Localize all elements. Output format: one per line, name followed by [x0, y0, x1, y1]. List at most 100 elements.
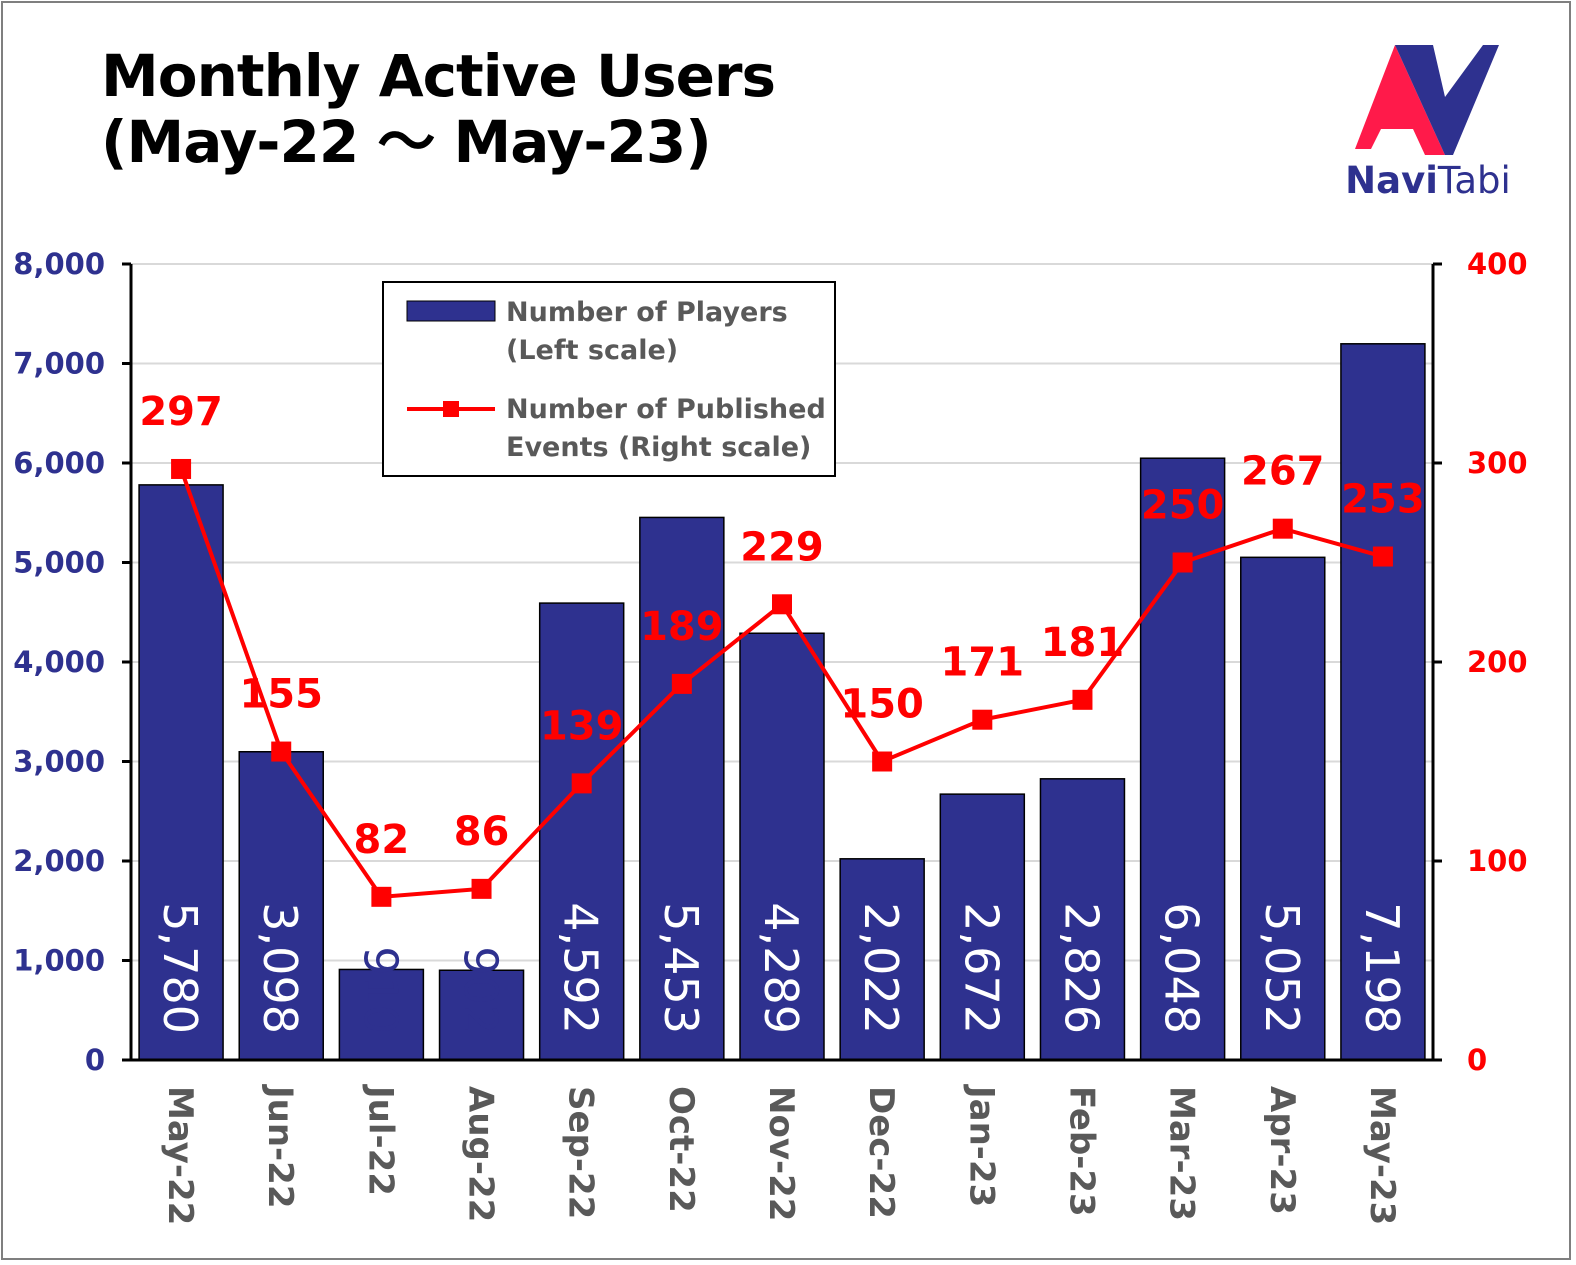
left-tick-label: 5,000 — [13, 546, 105, 580]
right-tick-label: 300 — [1467, 446, 1528, 480]
events-marker — [471, 878, 492, 899]
navitabi-logo-mark — [1355, 45, 1499, 155]
line-data-label: 86 — [454, 809, 510, 855]
bar-data-label: 2,826 — [1054, 902, 1108, 1034]
legend-bar-swatch — [406, 300, 496, 322]
right-tick-label: 400 — [1467, 247, 1528, 281]
logo-text-navi: Navi — [1345, 159, 1438, 202]
title-line-2: (May-22 〜 May-23) — [101, 108, 712, 176]
line-data-label: 297 — [139, 389, 223, 435]
left-tick-label: 1,000 — [13, 944, 105, 978]
left-tick-label: 4,000 — [13, 645, 105, 679]
events-marker — [772, 594, 792, 615]
left-axis-ticks: 0 1,000 2,000 3,000 4,000 5,000 6,000 7,000 8,00… — [13, 247, 131, 1077]
x-axis-ticks: May-22 Jun-22 Jul-22 Aug-22 Sep-22 Oct-22 Nov-… — [160, 1084, 1402, 1225]
line-data-label: 150 — [840, 682, 924, 728]
legend-line-label-1: Number of Published — [506, 394, 826, 425]
chart-title: Monthly Active Users (May-22 〜 May-23) — [101, 42, 776, 176]
line-data-label: 139 — [540, 703, 624, 749]
events-marker — [171, 458, 192, 479]
x-tick-label: Sep-22 — [561, 1086, 601, 1219]
x-tick-label: Aug-22 — [461, 1086, 501, 1222]
left-tick-label: 0 — [85, 1043, 105, 1077]
line-data-label: 267 — [1241, 449, 1325, 495]
line-series — [171, 458, 1393, 907]
bar-data-label: 5,780 — [153, 902, 207, 1034]
bar-data-label: 2,672 — [954, 902, 1008, 1034]
events-marker — [371, 886, 392, 907]
x-tick-label: Jun-22 — [260, 1084, 300, 1209]
line-data-label: 229 — [740, 524, 824, 570]
bar-data-label: 5,052 — [1255, 902, 1309, 1034]
bar-data-label: 910 — [353, 946, 407, 1034]
events-marker — [872, 751, 893, 772]
line-data-label: 250 — [1141, 483, 1225, 529]
bar-data-label: 2,022 — [854, 902, 908, 1034]
logo-wordmark: NaviTabi — [1333, 159, 1523, 202]
bar — [238, 750, 324, 1061]
bar-data-label: 7,198 — [1355, 902, 1409, 1034]
right-tick-label: 0 — [1467, 1043, 1487, 1077]
left-tick-label: 7,000 — [13, 347, 105, 381]
events-marker — [271, 741, 292, 762]
bar — [1240, 556, 1326, 1061]
navitabi-logo: NaviTabi — [1333, 37, 1523, 207]
bar-data-label: 5,453 — [654, 902, 708, 1034]
bar-series — [138, 343, 1426, 1061]
line-data-label: 155 — [239, 672, 323, 718]
bar-data-label: 6,048 — [1155, 902, 1209, 1034]
right-tick-label: 100 — [1467, 844, 1528, 878]
line-data-labels: 297 155 82 86 139 189 229 150 171 181 250 267 253 — [139, 389, 1424, 863]
logo-text-tabi: Tabi — [1437, 159, 1511, 202]
events-marker — [671, 673, 692, 694]
x-tick-label: May-22 — [160, 1086, 200, 1225]
x-tick-label: Mar-23 — [1162, 1086, 1202, 1221]
left-tick-label: 8,000 — [13, 247, 105, 281]
legend-bar-label-1: Number of Players — [506, 297, 788, 328]
bar-data-label: 902 — [454, 946, 508, 1034]
x-tick-label: Oct-22 — [661, 1086, 701, 1213]
events-marker — [972, 709, 993, 730]
line-data-label: 82 — [354, 817, 410, 863]
events-marker — [1172, 552, 1193, 573]
right-tick-label: 200 — [1467, 645, 1528, 679]
events-marker — [1372, 546, 1393, 567]
left-tick-label: 3,000 — [13, 745, 105, 779]
legend-line-label-2: Events (Right scale) — [506, 432, 811, 463]
events-marker — [571, 773, 592, 794]
x-tick-label: Jan-23 — [961, 1084, 1001, 1207]
legend: Number of Players (Left scale) Number of… — [382, 281, 836, 477]
bar — [538, 602, 625, 1061]
bar — [839, 858, 925, 1061]
x-tick-label: Feb-23 — [1061, 1086, 1101, 1217]
right-axis-ticks: 0 100 200 300 400 — [1433, 247, 1528, 1077]
line-data-label: 189 — [640, 604, 724, 650]
x-tick-label: May-23 — [1362, 1086, 1402, 1225]
bar — [1340, 343, 1426, 1061]
bar-data-label: 4,289 — [754, 902, 808, 1034]
events-marker — [1272, 518, 1293, 539]
x-tick-label: Dec-22 — [861, 1086, 901, 1219]
bar-data-labels: 5,780 3,098 910 902 4,592 5,453 4,289 2,022 2,67… — [153, 902, 1409, 1034]
x-tick-label: Jul-22 — [360, 1084, 400, 1196]
line-data-label: 171 — [941, 640, 1025, 686]
title-line-1: Monthly Active Users — [101, 42, 776, 110]
x-tick-label: Apr-23 — [1262, 1086, 1302, 1215]
bar — [338, 968, 425, 1061]
left-tick-label: 6,000 — [13, 446, 105, 480]
bar — [939, 793, 1026, 1061]
line-data-label: 181 — [1041, 620, 1125, 666]
bar — [739, 632, 825, 1061]
bar — [438, 969, 525, 1061]
legend-bar-label-2: (Left scale) — [506, 335, 678, 366]
bar — [639, 516, 725, 1061]
legend-line-marker — [443, 401, 459, 417]
bar — [1039, 778, 1126, 1061]
left-tick-label: 2,000 — [13, 844, 105, 878]
line-data-label: 253 — [1341, 477, 1425, 523]
bar-data-label: 4,592 — [554, 902, 608, 1034]
bar-data-label: 3,098 — [253, 902, 307, 1034]
x-tick-label: Nov-22 — [761, 1086, 801, 1221]
events-marker — [1072, 689, 1093, 710]
